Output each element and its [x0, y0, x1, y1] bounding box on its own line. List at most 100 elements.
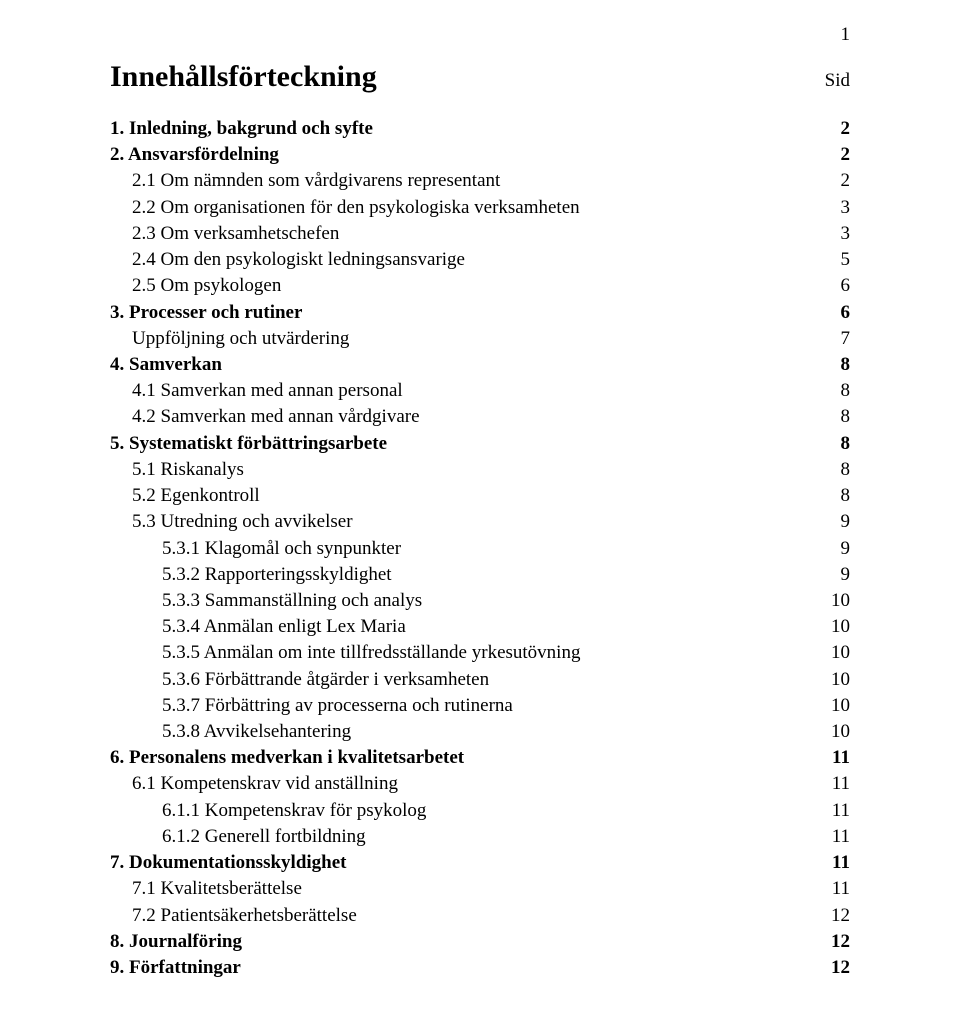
toc-entry-label: 9. Författningar	[110, 955, 241, 981]
toc-entry-page: 8	[831, 457, 851, 483]
toc-entry-page: 8	[831, 404, 851, 430]
toc-entry-label: 7.2 Patientsäkerhetsberättelse	[132, 903, 357, 929]
toc-entry-page: 8	[831, 483, 851, 509]
toc-entry: Uppföljning och utvärdering 7	[110, 326, 850, 352]
toc-entry-label: 2. Ansvarsfördelning	[110, 142, 279, 168]
toc-entry-page: 2	[831, 168, 851, 194]
toc-entry-page: 11	[822, 745, 850, 771]
toc-entry-label: 4.2 Samverkan med annan vårdgivare	[132, 404, 420, 430]
toc-entry-page: 10	[821, 693, 850, 719]
toc-entry-label: 5.3.1 Klagomål och synpunkter	[162, 536, 401, 562]
toc-entry-page: 6	[831, 300, 851, 326]
toc-entry-label: 2.4 Om den psykologiskt ledningsansvarig…	[132, 247, 465, 273]
toc-entry-label: 2.5 Om psykologen	[132, 273, 281, 299]
toc-entry-page: 11	[822, 850, 850, 876]
toc-entry-page: 3	[831, 195, 851, 221]
toc-entry-label: 4.1 Samverkan med annan personal	[132, 378, 403, 404]
toc-entry-label: 8. Journalföring	[110, 929, 242, 955]
toc-entry-label: 7. Dokumentationsskyldighet	[110, 850, 347, 876]
toc-entry: 2.5 Om psykologen 6	[110, 273, 850, 299]
toc-entry-label: 5.3.2 Rapporteringsskyldighet	[162, 562, 392, 588]
toc-entry-label: 4. Samverkan	[110, 352, 222, 378]
toc-entry-page: 5	[831, 247, 851, 273]
toc-entry-page: 11	[822, 876, 850, 902]
toc-entry-label: 5.2 Egenkontroll	[132, 483, 260, 509]
toc-entry-page: 7	[831, 326, 851, 352]
toc-body: 1. Inledning, bakgrund och syfte22. Ansv…	[110, 116, 850, 981]
toc-entry-label: 5.3.4 Anmälan enligt Lex Maria	[162, 614, 406, 640]
toc-entry-page: 6	[831, 273, 851, 299]
document-page: Innehållsförteckning Sid 1. Inledning, b…	[0, 0, 960, 1021]
toc-entry: 5.3.4 Anmälan enligt Lex Maria 10	[110, 614, 850, 640]
toc-entry: 2.1 Om nämnden som vårdgivarens represen…	[110, 168, 850, 194]
toc-entry-label: 6.1.1 Kompetenskrav för psykolog	[162, 798, 426, 824]
toc-entry: 2.4 Om den psykologiskt ledningsansvarig…	[110, 247, 850, 273]
toc-entry: 7. Dokumentationsskyldighet 11	[110, 850, 850, 876]
toc-entry: 3. Processer och rutiner 6	[110, 300, 850, 326]
toc-entry-page: 8	[831, 378, 851, 404]
toc-entry: 5.3.6 Förbättrande åtgärder i verksamhet…	[110, 667, 850, 693]
toc-entry: 7.2 Patientsäkerhetsberättelse 12	[110, 903, 850, 929]
toc-entry: 5.1 Riskanalys 8	[110, 457, 850, 483]
toc-entry: 2.2 Om organisationen för den psykologis…	[110, 195, 850, 221]
toc-entry-page: 11	[822, 771, 850, 797]
toc-entry: 5.3.3 Sammanställning och analys 10	[110, 588, 850, 614]
toc-entry: 9. Författningar 12	[110, 955, 850, 981]
toc-entry: 6.1.2 Generell fortbildning 11	[110, 824, 850, 850]
toc-entry: 4.1 Samverkan med annan personal 8	[110, 378, 850, 404]
toc-entry: 5.3.7 Förbättring av processerna och rut…	[110, 693, 850, 719]
toc-header: Innehållsförteckning Sid	[110, 60, 850, 94]
toc-entry: 1. Inledning, bakgrund och syfte 2	[110, 116, 850, 142]
toc-entry-page: 3	[831, 221, 851, 247]
toc-entry: 8. Journalföring 12	[110, 929, 850, 955]
toc-entry-page: 8	[831, 431, 851, 457]
toc-entry-label: 5. Systematiskt förbättringsarbete	[110, 431, 387, 457]
toc-entry: 4.2 Samverkan med annan vårdgivare 8	[110, 404, 850, 430]
toc-entry-page: 9	[831, 562, 851, 588]
toc-entry-page: 12	[821, 955, 850, 981]
toc-entry-page: 10	[821, 588, 850, 614]
toc-entry-page: 9	[831, 509, 851, 535]
toc-entry-page: 12	[821, 929, 850, 955]
toc-entry-label: 7.1 Kvalitetsberättelse	[132, 876, 302, 902]
toc-entry-page: 2	[831, 116, 851, 142]
toc-entry-page: 10	[821, 719, 850, 745]
toc-entry-page: 11	[822, 798, 850, 824]
toc-entry-page: 8	[831, 352, 851, 378]
toc-entry-page: 12	[821, 903, 850, 929]
toc-entry-page: 2	[831, 142, 851, 168]
toc-entry: 4. Samverkan 8	[110, 352, 850, 378]
toc-entry-page: 10	[821, 614, 850, 640]
toc-entry-label: Uppföljning och utvärdering	[132, 326, 349, 352]
toc-entry-label: 5.3.6 Förbättrande åtgärder i verksamhet…	[162, 667, 489, 693]
toc-entry: 5.2 Egenkontroll 8	[110, 483, 850, 509]
toc-entry: 5.3.8 Avvikelsehantering10	[110, 719, 850, 745]
toc-entry-label: 5.1 Riskanalys	[132, 457, 244, 483]
toc-entry-label: 3. Processer och rutiner	[110, 300, 302, 326]
toc-entry-label: 5.3.5 Anmälan om inte tillfredsställande…	[162, 640, 580, 666]
toc-entry-label: 2.3 Om verksamhetschefen	[132, 221, 339, 247]
toc-entry-label: 2.2 Om organisationen för den psykologis…	[132, 195, 580, 221]
toc-entry: 2.3 Om verksamhetschefen 3	[110, 221, 850, 247]
toc-entry-page: 9	[831, 536, 851, 562]
toc-page-label: Sid	[825, 70, 850, 92]
toc-entry-page: 11	[822, 824, 850, 850]
toc-entry: 6. Personalens medverkan i kvalitetsarbe…	[110, 745, 850, 771]
toc-entry: 6.1.1 Kompetenskrav för psykolog 11	[110, 798, 850, 824]
toc-entry: 5.3 Utredning och avvikelser 9	[110, 509, 850, 535]
toc-entry-page: 10	[821, 640, 850, 666]
toc-entry: 5.3.1 Klagomål och synpunkter 9	[110, 536, 850, 562]
page-number: 1	[841, 24, 851, 46]
toc-entry: 5.3.2 Rapporteringsskyldighet 9	[110, 562, 850, 588]
toc-entry-page: 10	[821, 667, 850, 693]
toc-entry-label: 5.3 Utredning och avvikelser	[132, 509, 353, 535]
toc-entry-label: 1. Inledning, bakgrund och syfte	[110, 116, 373, 142]
toc-entry-label: 5.3.3 Sammanställning och analys	[162, 588, 422, 614]
toc-entry: 5. Systematiskt förbättringsarbete 8	[110, 431, 850, 457]
toc-entry-label: 6.1.2 Generell fortbildning	[162, 824, 366, 850]
toc-entry-label: 5.3.7 Förbättring av processerna och rut…	[162, 693, 513, 719]
toc-entry: 2. Ansvarsfördelning 2	[110, 142, 850, 168]
toc-entry-label: 6. Personalens medverkan i kvalitetsarbe…	[110, 745, 464, 771]
toc-entry-label: 6.1 Kompetenskrav vid anställning	[132, 771, 398, 797]
toc-title: Innehållsförteckning	[110, 60, 377, 94]
